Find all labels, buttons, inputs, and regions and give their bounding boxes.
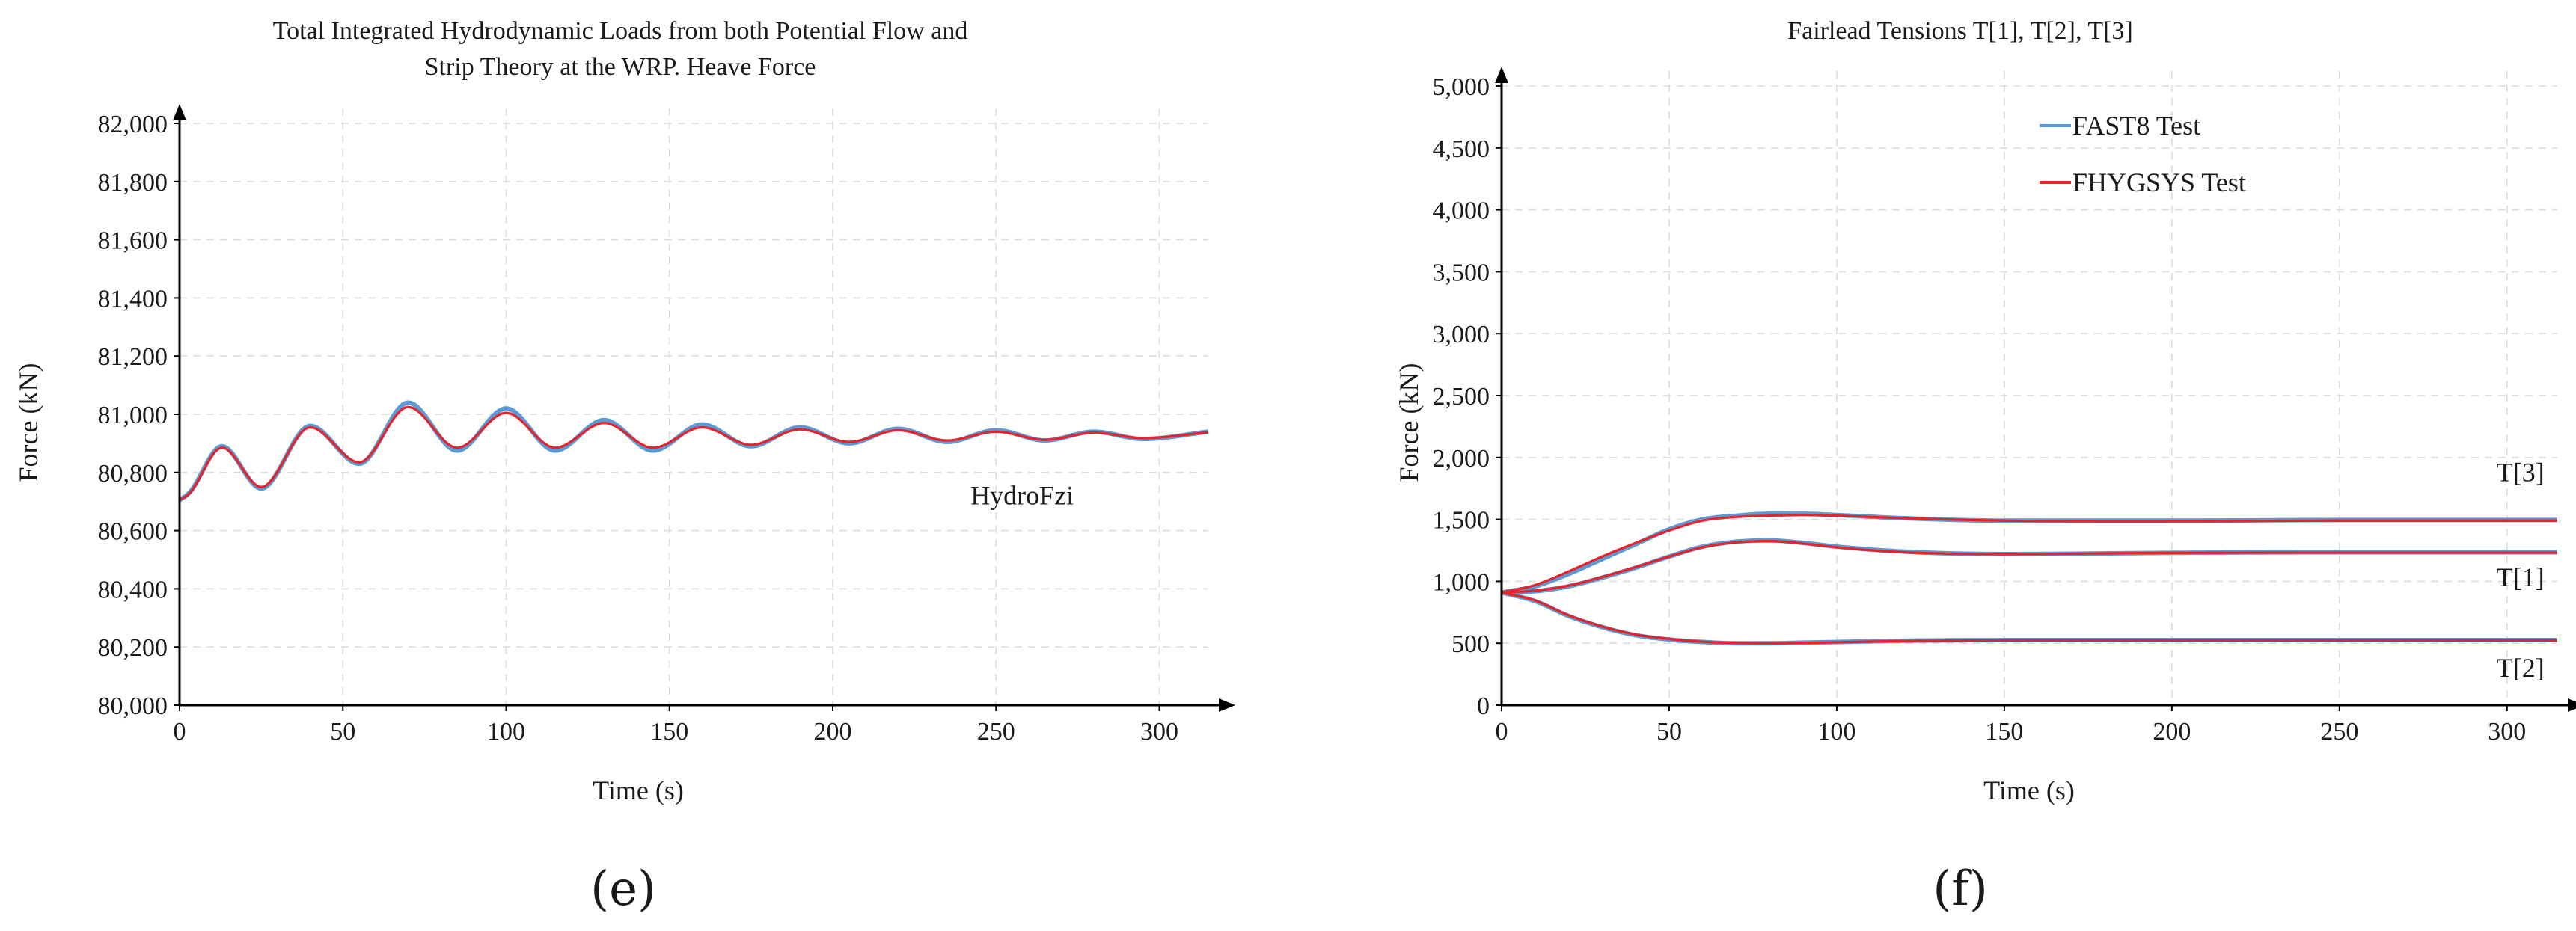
- y-tick-label: 500: [1451, 630, 1490, 658]
- x-tick-label: 250: [977, 718, 1015, 746]
- y-tick-label: 81,200: [98, 343, 168, 371]
- legend-label-fast8: FAST8 Test: [2072, 111, 2200, 141]
- series-line-fhygsys: [1501, 591, 2557, 645]
- series-line-fhygsys: [179, 405, 1209, 502]
- x-tick-label: 200: [2153, 718, 2191, 746]
- x-tick-label: 150: [1985, 718, 2023, 746]
- chart-f-y-tick-labels: 0 500 1,000 1,500 2,000 2,500 3,000 3,500 4,000 4…: [1433, 73, 1490, 720]
- x-tick-label: 300: [1140, 718, 1178, 746]
- x-tick-label: 50: [1656, 718, 1682, 746]
- x-tick-label: 0: [174, 718, 186, 746]
- chart-e-x-tick-labels: 0 50 100 150 200 250 300: [174, 718, 1179, 746]
- chart-e-y-tick-labels: 80,000 80,200 80,400 80,600 80,800 81,000 81,2…: [98, 111, 168, 720]
- chart-e-title-line-2: Strip Theory at the WRP. Heave Force: [425, 53, 816, 81]
- y-tick-label: 3,500: [1433, 259, 1490, 286]
- chart-f-title: Fairlead Tensions T[1], T[2], T[3]: [1787, 17, 2133, 45]
- chart-e-x-axis-label: Time (s): [593, 775, 684, 805]
- y-tick-label: 4,000: [1433, 197, 1490, 225]
- chart-e-axes: [173, 104, 1235, 712]
- y-tick-label: 1,500: [1433, 507, 1490, 535]
- x-axis-arrow: [2568, 698, 2576, 712]
- chart-f-legend: FAST8 Test FHYGSYS Test: [2040, 111, 2246, 197]
- panel-label-f: (f): [1933, 861, 1988, 917]
- chart-f-y-axis-label: Force (kN): [1394, 363, 1424, 482]
- legend-label-fhygsys: FHYGSYS Test: [2072, 168, 2246, 197]
- annotation-label: T[2]: [2497, 653, 2545, 683]
- y-tick-label: 80,000: [98, 692, 168, 720]
- y-tick-label: 80,200: [98, 634, 168, 662]
- x-tick-label: 100: [1817, 718, 1855, 746]
- y-tick-label: 80,400: [98, 576, 168, 603]
- chart-f-annotations: T[3] T[1] T[2]: [2497, 457, 2545, 683]
- y-tick-label: 5,000: [1433, 73, 1490, 101]
- y-tick-label: 80,600: [98, 518, 168, 546]
- y-tick-label: 2,500: [1433, 383, 1490, 411]
- x-tick-label: 250: [2320, 718, 2358, 746]
- chart-e-series: [178, 400, 1209, 503]
- y-tick-label: 81,000: [98, 402, 168, 429]
- annotation-label: T[1]: [2497, 562, 2545, 592]
- chart-e-title-line-1: Total Integrated Hydrodynamic Loads from…: [273, 17, 968, 45]
- y-axis-arrow: [1495, 67, 1508, 83]
- x-tick-label: 150: [650, 718, 688, 746]
- x-tick-label: 0: [1496, 718, 1508, 746]
- y-tick-label: 2,000: [1433, 445, 1490, 473]
- annotation-label: T[3]: [2497, 457, 2545, 487]
- x-tick-label: 200: [814, 718, 852, 746]
- chart-f-x-axis-label: Time (s): [1983, 775, 2075, 805]
- annotation-label: HydroFzi: [970, 481, 1074, 511]
- x-tick-label: 100: [487, 718, 525, 746]
- chart-e-gridlines: [180, 108, 1208, 705]
- y-tick-label: 0: [1477, 692, 1490, 720]
- series-line-fast8: [1501, 590, 2558, 646]
- y-tick-label: 80,800: [98, 460, 168, 488]
- chart-e-annotations: HydroFzi: [970, 481, 1074, 511]
- y-axis-arrow: [173, 104, 186, 120]
- chart-panel-e: Total Integrated Hydrodynamic Loads from…: [13, 17, 1235, 917]
- y-tick-label: 1,000: [1433, 568, 1490, 596]
- y-tick-label: 4,500: [1433, 135, 1490, 163]
- series-line-fhygsys: [1501, 539, 2557, 594]
- y-tick-label: 81,800: [98, 169, 168, 197]
- x-axis-arrow: [1219, 698, 1235, 712]
- chart-f-axes: [1495, 67, 2576, 712]
- chart-e-y-axis-label: Force (kN): [13, 363, 43, 482]
- y-tick-label: 81,600: [98, 227, 168, 255]
- y-tick-label: 82,000: [98, 111, 168, 138]
- chart-f-series: [1501, 511, 2558, 646]
- chart-f-gridlines: [1502, 71, 2557, 705]
- y-tick-label: 3,000: [1433, 321, 1490, 348]
- panel-label-e: (e): [590, 861, 656, 917]
- y-tick-label: 81,400: [98, 285, 168, 313]
- x-tick-label: 50: [330, 718, 355, 746]
- series-line-fast8: [1501, 538, 2558, 595]
- chart-f-x-tick-labels: 0 50 100 150 200 250 300: [1496, 718, 2527, 746]
- series-line-fhygsys: [1501, 514, 2557, 594]
- chart-panel-f: Fairlead Tensions T[1], T[2], T[3] 0 50 10…: [1394, 17, 2576, 917]
- x-tick-label: 300: [2488, 718, 2526, 746]
